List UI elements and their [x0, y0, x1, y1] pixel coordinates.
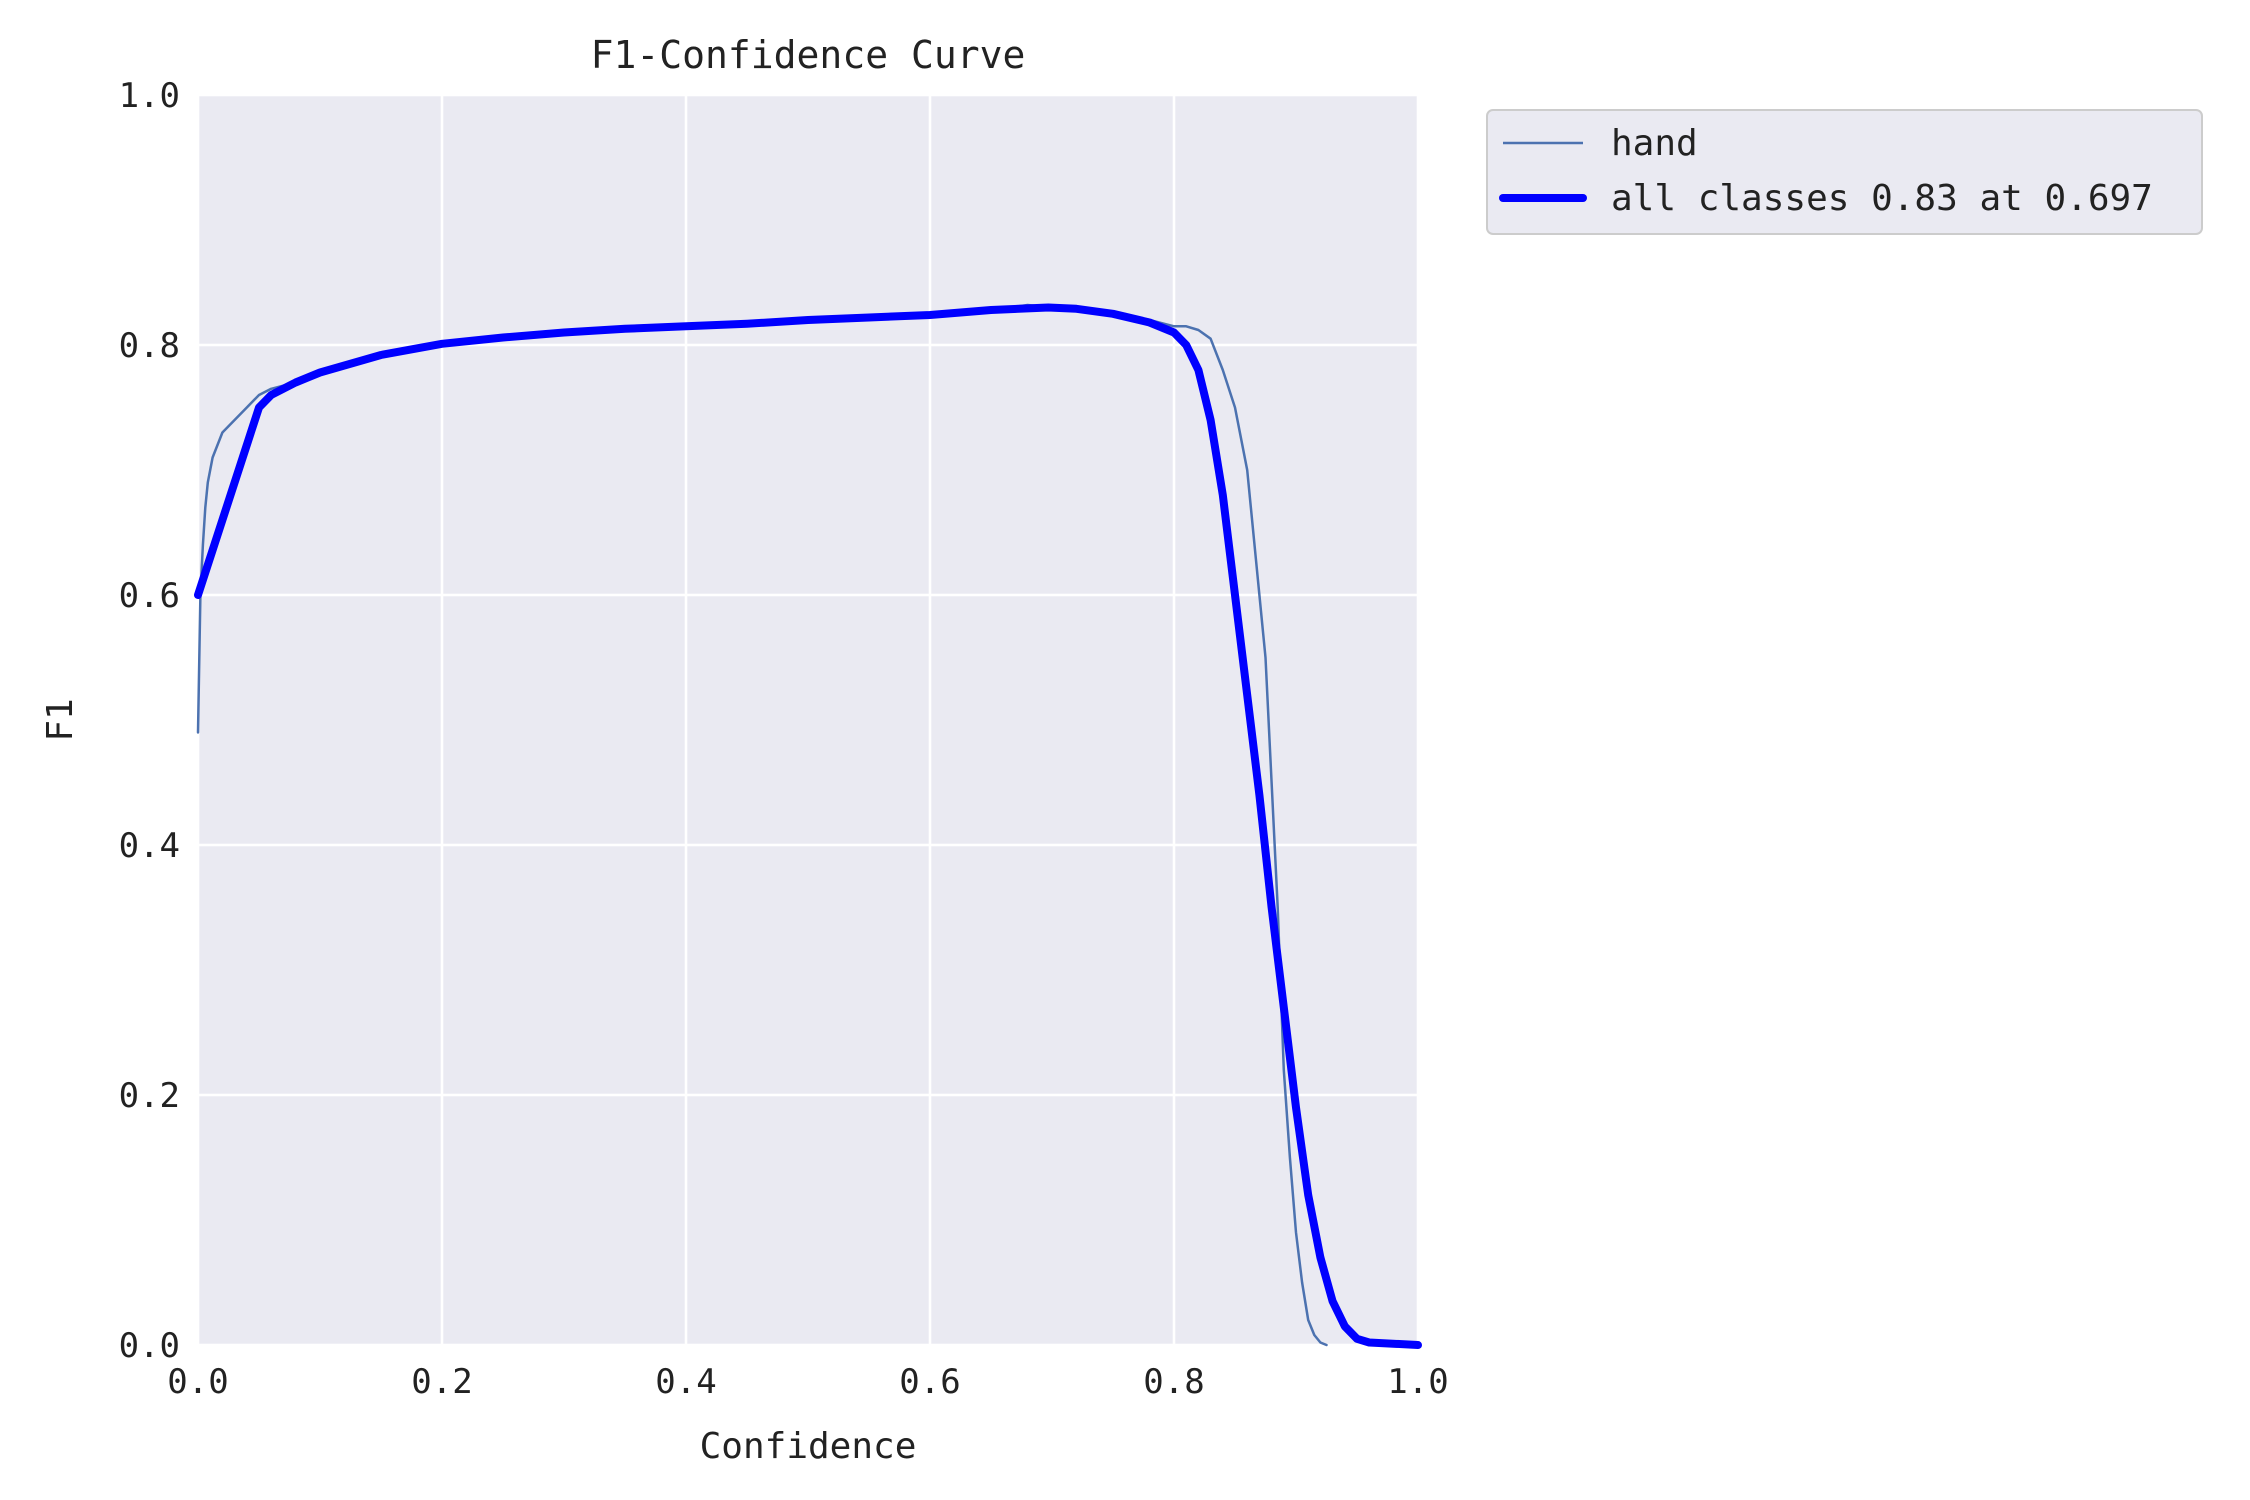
legend: hand all classes 0.83 at 0.697: [1486, 109, 2203, 235]
y-tick-label: 0.2: [119, 1076, 180, 1116]
legend-label-hand: hand: [1611, 123, 1698, 164]
y-tick-label: 1.0: [119, 76, 180, 116]
plot-area: [198, 95, 1418, 1345]
x-axis-title: Confidence: [700, 1426, 917, 1467]
x-tick-label: 1.0: [1387, 1362, 1448, 1402]
y-tick-label: 0.8: [119, 326, 180, 366]
x-tick-label: 0.2: [411, 1362, 472, 1402]
x-tick-label: 0.0: [167, 1362, 228, 1402]
series-line-all-classes: [194, 303, 1422, 1349]
x-tick-label: 0.4: [655, 1362, 716, 1402]
grid-lines: [196, 93, 1420, 1347]
y-tick-label: 0.6: [119, 576, 180, 616]
x-tick-label: 0.6: [899, 1362, 960, 1402]
x-tick-label: 0.8: [1143, 1362, 1204, 1402]
legend-box: [1486, 109, 2203, 235]
y-tick-label: 0.4: [119, 826, 180, 866]
tick-labels: 0.0 0.2 0.4 0.6 0.8 1.0 0.0 0.2 0.4 0.6 0.8 1.0: [119, 76, 1449, 1402]
y-tick-label: 0.0: [119, 1326, 180, 1366]
series-layer: [194, 303, 1422, 1349]
legend-label-all-classes: all classes 0.83 at 0.697: [1611, 178, 2153, 219]
y-axis-title: F1: [40, 698, 81, 741]
chart-title: F1-Confidence Curve: [591, 33, 1026, 77]
